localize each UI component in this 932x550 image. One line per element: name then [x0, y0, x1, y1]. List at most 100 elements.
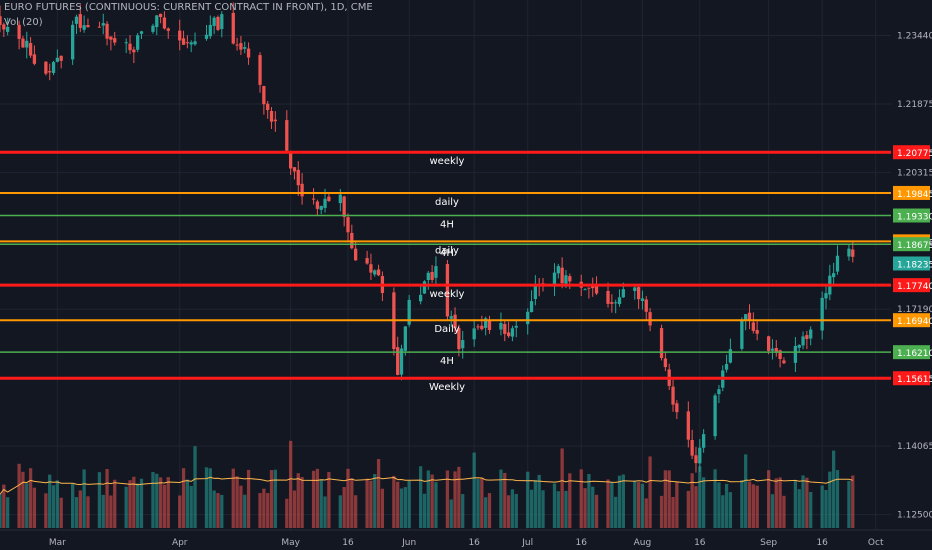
volume-bar	[633, 480, 637, 528]
candle-body	[675, 403, 679, 413]
candle-body	[801, 336, 805, 346]
volume-bar	[396, 481, 400, 528]
volume-bar	[97, 472, 102, 528]
volume-bar	[55, 480, 60, 528]
volume-bar	[258, 493, 262, 528]
volume-bar	[457, 466, 461, 528]
candle-body	[430, 271, 434, 280]
candle-body	[113, 38, 117, 43]
candle-body	[136, 35, 140, 50]
volume-bar	[526, 471, 530, 528]
price-tick-label: 1.23440	[897, 31, 932, 41]
candle-body	[740, 319, 744, 349]
volume-bar	[766, 470, 771, 528]
volume-bar	[71, 483, 75, 528]
price-tag-label: 1.19845	[897, 190, 932, 200]
volume-bar	[610, 481, 614, 528]
level-label-4h: 4H	[440, 356, 454, 367]
level-label-weekly: Weekly	[429, 382, 465, 393]
volume-bar	[820, 485, 824, 528]
volume-bar	[399, 488, 404, 528]
candle-body	[139, 31, 144, 34]
volume-bar	[262, 488, 266, 528]
volume-bar	[537, 474, 541, 528]
volume-bar	[311, 470, 316, 528]
volume-bar	[235, 476, 239, 528]
candle-body	[288, 152, 293, 169]
candle-body	[239, 43, 243, 50]
candle-body	[365, 258, 369, 264]
volume-bar	[506, 495, 511, 528]
candle-body	[472, 328, 476, 340]
time-axis: Mar Apr May 16 Jun 16 Jul 16 Aug 16 Sep 16 Oct	[0, 529, 932, 548]
candle-body	[155, 15, 159, 27]
candle-body	[663, 358, 668, 368]
volume-ma-path	[0, 476, 853, 495]
price-tag-weekly	[893, 278, 930, 293]
volume-bar	[698, 466, 702, 528]
candle-body	[782, 360, 786, 364]
time-tick-label: Sep	[760, 538, 777, 548]
time-tick-label: 16	[468, 538, 480, 548]
volume-bar	[617, 475, 622, 528]
volume-bar	[82, 469, 86, 528]
candle-body	[220, 14, 224, 30]
volume-bar	[667, 470, 671, 528]
volume-bar	[162, 484, 167, 528]
price-tag-label: 1.20775	[897, 149, 932, 159]
volume-bar	[124, 486, 128, 528]
volume-bar	[28, 468, 33, 528]
candle-body	[453, 314, 457, 329]
candle-body	[82, 25, 86, 30]
volume-bar	[472, 452, 476, 528]
price-tick-label: 1.12500	[897, 511, 932, 521]
volume-ma-line	[0, 476, 853, 495]
candle-body	[128, 43, 132, 51]
candle-body	[487, 319, 492, 331]
price-tag-weekly	[893, 145, 930, 160]
volume-bar	[128, 480, 132, 528]
candle-body	[285, 120, 289, 151]
candle-body	[158, 13, 163, 18]
candle-body	[560, 267, 564, 284]
volume-bar	[208, 468, 212, 528]
candle-body	[820, 297, 824, 331]
volume-bar	[185, 479, 190, 528]
candle-body	[476, 326, 480, 328]
volume-bar	[189, 485, 193, 528]
time-tick-label: 16	[816, 538, 828, 548]
volume-bar	[721, 495, 725, 528]
level-label-daily: daily	[435, 197, 459, 208]
price-tag-daily	[893, 185, 930, 200]
candle-body	[32, 54, 37, 64]
candle-body	[181, 38, 186, 45]
volume-bar	[315, 468, 320, 528]
volume-bar	[560, 448, 564, 528]
candle-body	[132, 49, 136, 53]
candle-body	[399, 348, 404, 375]
volume-bar	[246, 469, 251, 528]
volume-bar	[671, 496, 675, 528]
volume-bar	[445, 470, 450, 528]
candle-body	[51, 62, 56, 73]
candle-body	[44, 61, 48, 74]
volume-bar	[269, 470, 274, 528]
candle-body	[713, 395, 717, 437]
candle-body	[21, 38, 25, 48]
candle-body	[231, 12, 235, 44]
candle-body	[484, 318, 488, 328]
price-tag-label: 1.18675	[897, 241, 932, 251]
time-tick-label: 16	[576, 538, 588, 548]
candle-body	[648, 312, 652, 326]
volume-bar	[801, 475, 805, 528]
candle-body	[216, 16, 220, 30]
candle-body	[105, 23, 109, 39]
volume-bar	[717, 482, 721, 528]
level-label-daily: Daily	[434, 324, 459, 335]
grid-lines	[0, 0, 891, 530]
volume-bar	[17, 463, 21, 528]
volume-bar	[587, 474, 591, 528]
candle-body	[591, 286, 595, 289]
volume-bar	[552, 483, 557, 528]
